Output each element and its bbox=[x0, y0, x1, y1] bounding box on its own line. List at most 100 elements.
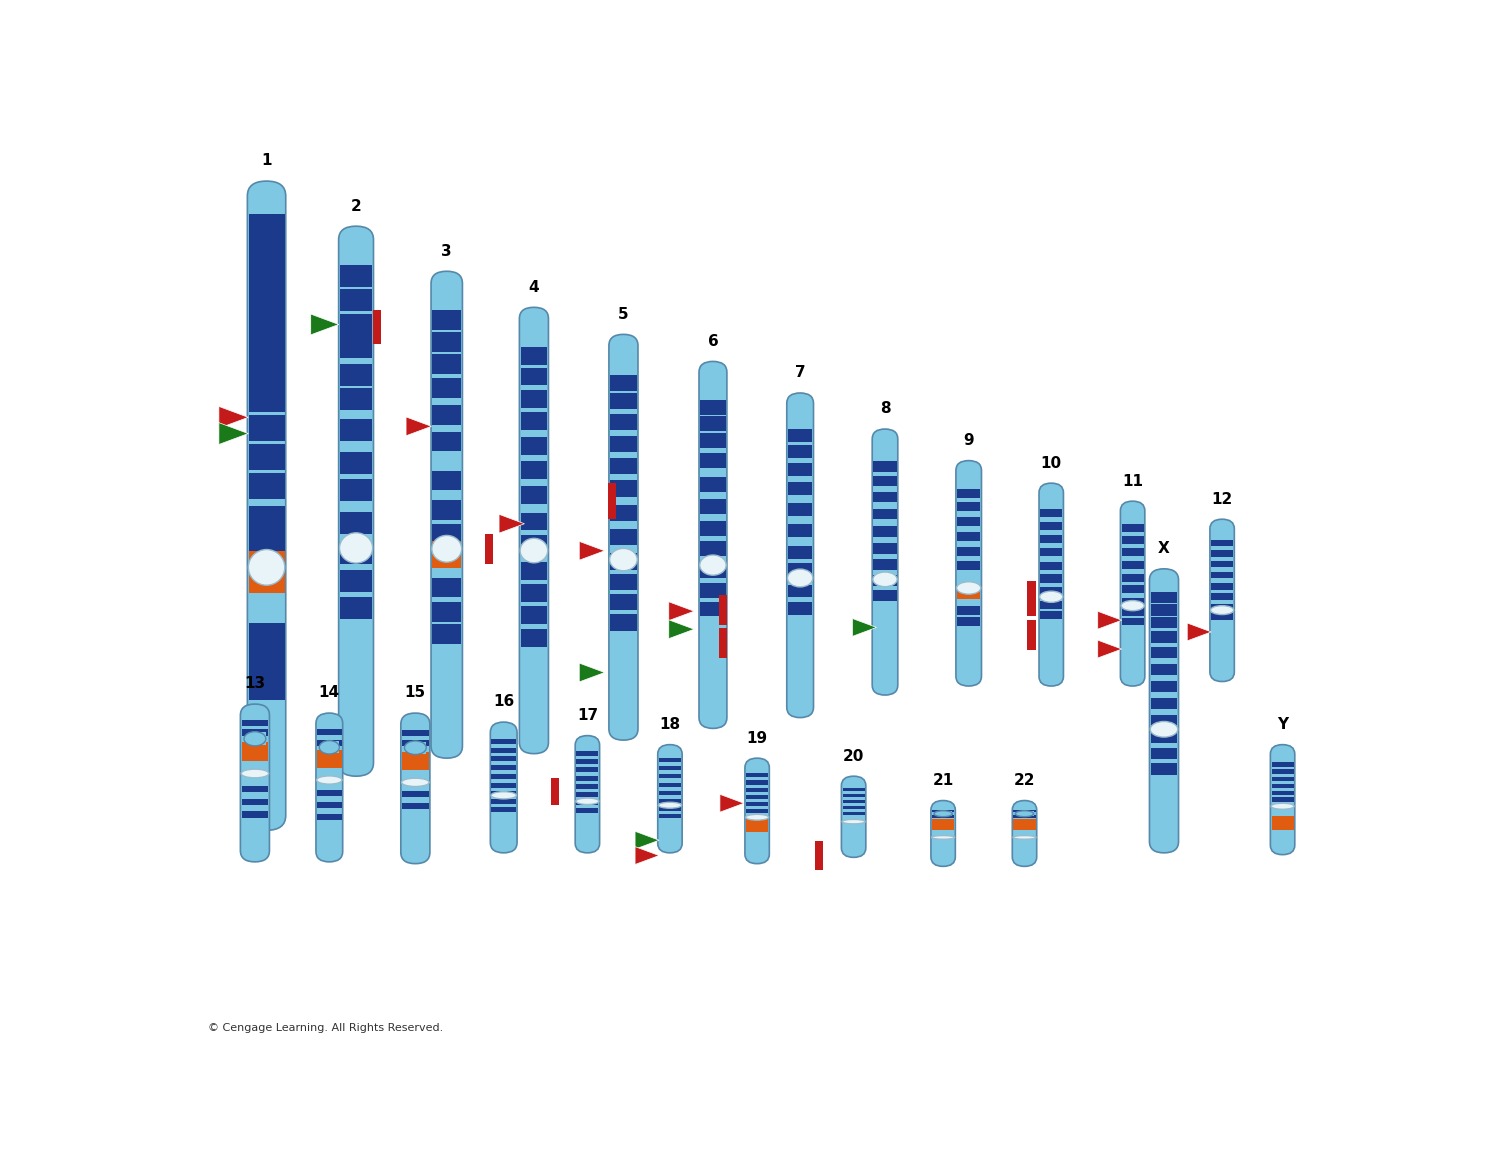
Bar bbox=[1150, 748, 1178, 759]
Text: 17: 17 bbox=[578, 708, 598, 723]
Polygon shape bbox=[1098, 611, 1122, 629]
Bar bbox=[957, 547, 981, 556]
Bar bbox=[957, 532, 981, 541]
Bar bbox=[1272, 776, 1293, 781]
Bar bbox=[940, 812, 952, 816]
Bar bbox=[720, 628, 728, 658]
Bar bbox=[316, 730, 342, 735]
Bar bbox=[242, 742, 268, 761]
Ellipse shape bbox=[1120, 601, 1144, 611]
Bar bbox=[432, 578, 462, 597]
Bar bbox=[249, 473, 285, 499]
Bar bbox=[576, 767, 598, 772]
Bar bbox=[1150, 604, 1178, 616]
Bar bbox=[815, 841, 824, 870]
Bar bbox=[658, 766, 681, 771]
Bar bbox=[340, 336, 372, 358]
Bar bbox=[700, 453, 726, 468]
Bar bbox=[432, 500, 462, 520]
Bar bbox=[340, 452, 372, 474]
Text: 9: 9 bbox=[963, 433, 974, 448]
Bar bbox=[746, 802, 768, 806]
Bar bbox=[700, 602, 726, 616]
Bar bbox=[316, 740, 342, 746]
Bar bbox=[1122, 561, 1143, 569]
Text: 18: 18 bbox=[660, 717, 681, 732]
Bar bbox=[242, 730, 268, 735]
Bar bbox=[249, 674, 285, 700]
Bar bbox=[843, 788, 864, 790]
Text: 15: 15 bbox=[405, 685, 426, 700]
Bar bbox=[1210, 561, 1233, 567]
FancyBboxPatch shape bbox=[248, 182, 285, 830]
Bar bbox=[700, 417, 726, 431]
Bar bbox=[658, 758, 681, 762]
Bar bbox=[432, 432, 462, 451]
Bar bbox=[1014, 815, 1035, 817]
Bar bbox=[492, 800, 516, 804]
Bar bbox=[1150, 591, 1178, 603]
Polygon shape bbox=[720, 794, 744, 813]
Bar bbox=[788, 504, 813, 516]
Bar bbox=[249, 532, 285, 557]
Bar bbox=[340, 597, 372, 619]
Bar bbox=[249, 623, 285, 649]
FancyBboxPatch shape bbox=[490, 723, 517, 852]
Bar bbox=[1210, 540, 1233, 546]
Ellipse shape bbox=[242, 769, 268, 778]
Bar bbox=[658, 774, 681, 779]
Bar bbox=[700, 433, 726, 447]
Text: 2: 2 bbox=[351, 199, 361, 213]
FancyBboxPatch shape bbox=[746, 758, 770, 864]
Bar bbox=[746, 795, 768, 800]
FancyBboxPatch shape bbox=[1013, 801, 1036, 867]
Bar bbox=[1040, 575, 1062, 582]
Bar bbox=[746, 788, 768, 792]
Polygon shape bbox=[579, 663, 604, 682]
Ellipse shape bbox=[520, 539, 548, 563]
Ellipse shape bbox=[1016, 810, 1034, 816]
Polygon shape bbox=[219, 423, 249, 445]
Bar bbox=[249, 506, 285, 532]
FancyBboxPatch shape bbox=[519, 307, 549, 754]
Ellipse shape bbox=[402, 779, 429, 787]
Ellipse shape bbox=[432, 535, 462, 562]
Ellipse shape bbox=[1210, 605, 1233, 615]
FancyBboxPatch shape bbox=[657, 745, 682, 852]
Bar bbox=[432, 541, 462, 568]
Bar bbox=[1028, 582, 1035, 616]
Ellipse shape bbox=[244, 732, 266, 746]
Text: 1: 1 bbox=[261, 153, 272, 169]
Ellipse shape bbox=[490, 792, 516, 799]
Bar bbox=[316, 790, 342, 796]
Bar bbox=[340, 314, 372, 336]
Bar bbox=[249, 385, 285, 411]
Text: 16: 16 bbox=[494, 694, 514, 710]
Bar bbox=[340, 289, 372, 311]
Bar bbox=[316, 814, 342, 820]
Bar bbox=[658, 807, 681, 810]
Bar bbox=[492, 807, 516, 813]
Text: Y: Y bbox=[1276, 717, 1288, 732]
Bar bbox=[1210, 583, 1233, 590]
Bar bbox=[432, 602, 462, 622]
Bar bbox=[873, 575, 897, 586]
Bar bbox=[520, 607, 548, 624]
Bar bbox=[700, 400, 726, 415]
Bar bbox=[873, 543, 897, 554]
Bar bbox=[340, 364, 372, 385]
Bar bbox=[1122, 548, 1143, 556]
Bar bbox=[576, 785, 598, 789]
Bar bbox=[658, 814, 681, 819]
Bar bbox=[249, 285, 285, 311]
Ellipse shape bbox=[339, 533, 372, 563]
Bar bbox=[610, 458, 638, 474]
Bar bbox=[788, 602, 813, 615]
Bar bbox=[340, 512, 372, 534]
Bar bbox=[957, 561, 981, 570]
Bar bbox=[402, 803, 429, 809]
Bar bbox=[411, 741, 426, 754]
FancyBboxPatch shape bbox=[1120, 501, 1144, 686]
Bar bbox=[746, 780, 768, 785]
Text: 13: 13 bbox=[244, 677, 266, 691]
